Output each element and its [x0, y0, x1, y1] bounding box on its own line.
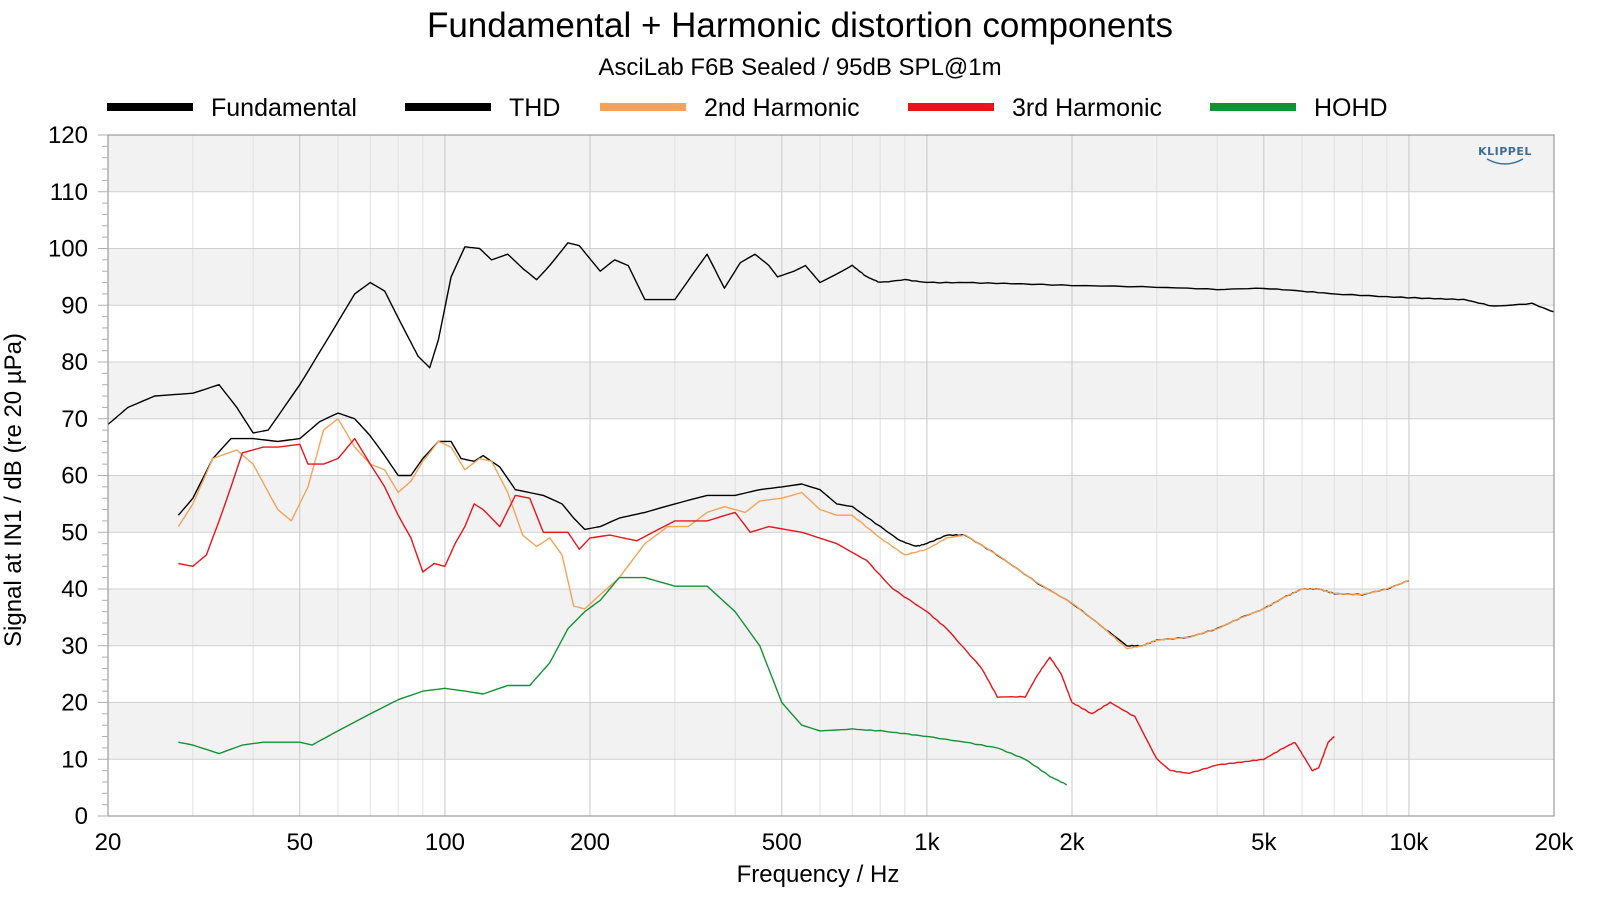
series-line-3rd-harmonic [178, 437, 1335, 775]
x-tick-label: 50 [286, 829, 313, 856]
grid-band [108, 532, 1554, 589]
y-tick-label: 80 [61, 349, 88, 376]
y-axis-label: Signal at IN1 / dB (re 20 µPa) [0, 333, 27, 647]
x-tick-label: 100 [425, 829, 465, 856]
y-tick-label: 30 [61, 633, 88, 660]
x-tick-label: 500 [762, 829, 802, 856]
chart-subtitle: AsciLab F6B Sealed / 95dB SPL@1m [598, 54, 1001, 81]
legend: Fundamental THD 2nd Harmonic 3rd Harmonic HO… [107, 94, 1388, 122]
x-tick-label: 5k [1251, 829, 1277, 856]
y-tick-label: 110 [50, 179, 88, 206]
y-tick-label: 100 [48, 236, 88, 263]
grid-band [108, 759, 1554, 816]
x-tick-label: 20 [95, 829, 122, 856]
x-tick-label: 200 [570, 829, 610, 856]
legend-label: Fundamental [211, 94, 357, 122]
y-tick-label: 90 [61, 292, 88, 319]
x-axis-ticks: 20 50 100 200 500 1k 2k 5k 10k 20k [95, 829, 1575, 856]
y-tick-label: 70 [61, 406, 88, 433]
y-tick-label: 10 [61, 746, 88, 773]
series-line-2nd-harmonic [177, 418, 1410, 650]
x-tick-label: 20k [1535, 829, 1575, 856]
plot-background [108, 135, 1554, 816]
klippel-logo-text: KLIPPEL [1478, 145, 1532, 158]
grid-band [108, 475, 1554, 533]
grid-band [108, 645, 1554, 703]
legend-label: THD [509, 94, 560, 122]
klippel-logo-swoosh [1486, 158, 1524, 165]
y-tick-label: 40 [61, 576, 88, 603]
grid-band [108, 305, 1554, 362]
chart-title: Fundamental + Harmonic distortion compon… [427, 6, 1173, 45]
x-tick-label: 10k [1390, 829, 1430, 856]
y-tick-label: 60 [61, 463, 88, 490]
legend-label: HOHD [1314, 94, 1388, 122]
y-tick-label: 0 [75, 803, 88, 830]
y-tick-label: 120 [48, 122, 88, 149]
x-tick-label: 2k [1059, 829, 1085, 856]
klippel-logo: KLIPPEL [1478, 145, 1532, 165]
x-axis-label: Frequency / Hz [737, 861, 900, 888]
grid-band [108, 135, 1554, 192]
series-line-fundamental [107, 242, 1555, 434]
grid-band [108, 418, 1554, 476]
grid-band [108, 191, 1554, 249]
y-axis-ticks: 0 10 20 30 40 50 60 70 80 90 100 110 120 [48, 122, 108, 830]
series-layer [107, 242, 1555, 786]
grid-band [108, 362, 1554, 419]
grid-band [108, 589, 1554, 646]
y-tick-label: 20 [61, 690, 88, 717]
legend-label: 2nd Harmonic [704, 94, 860, 122]
y-tick-label: 50 [61, 519, 88, 546]
series-line-hohd [178, 576, 1068, 786]
legend-label: 3rd Harmonic [1012, 94, 1162, 122]
x-tick-label: 1k [914, 829, 940, 856]
